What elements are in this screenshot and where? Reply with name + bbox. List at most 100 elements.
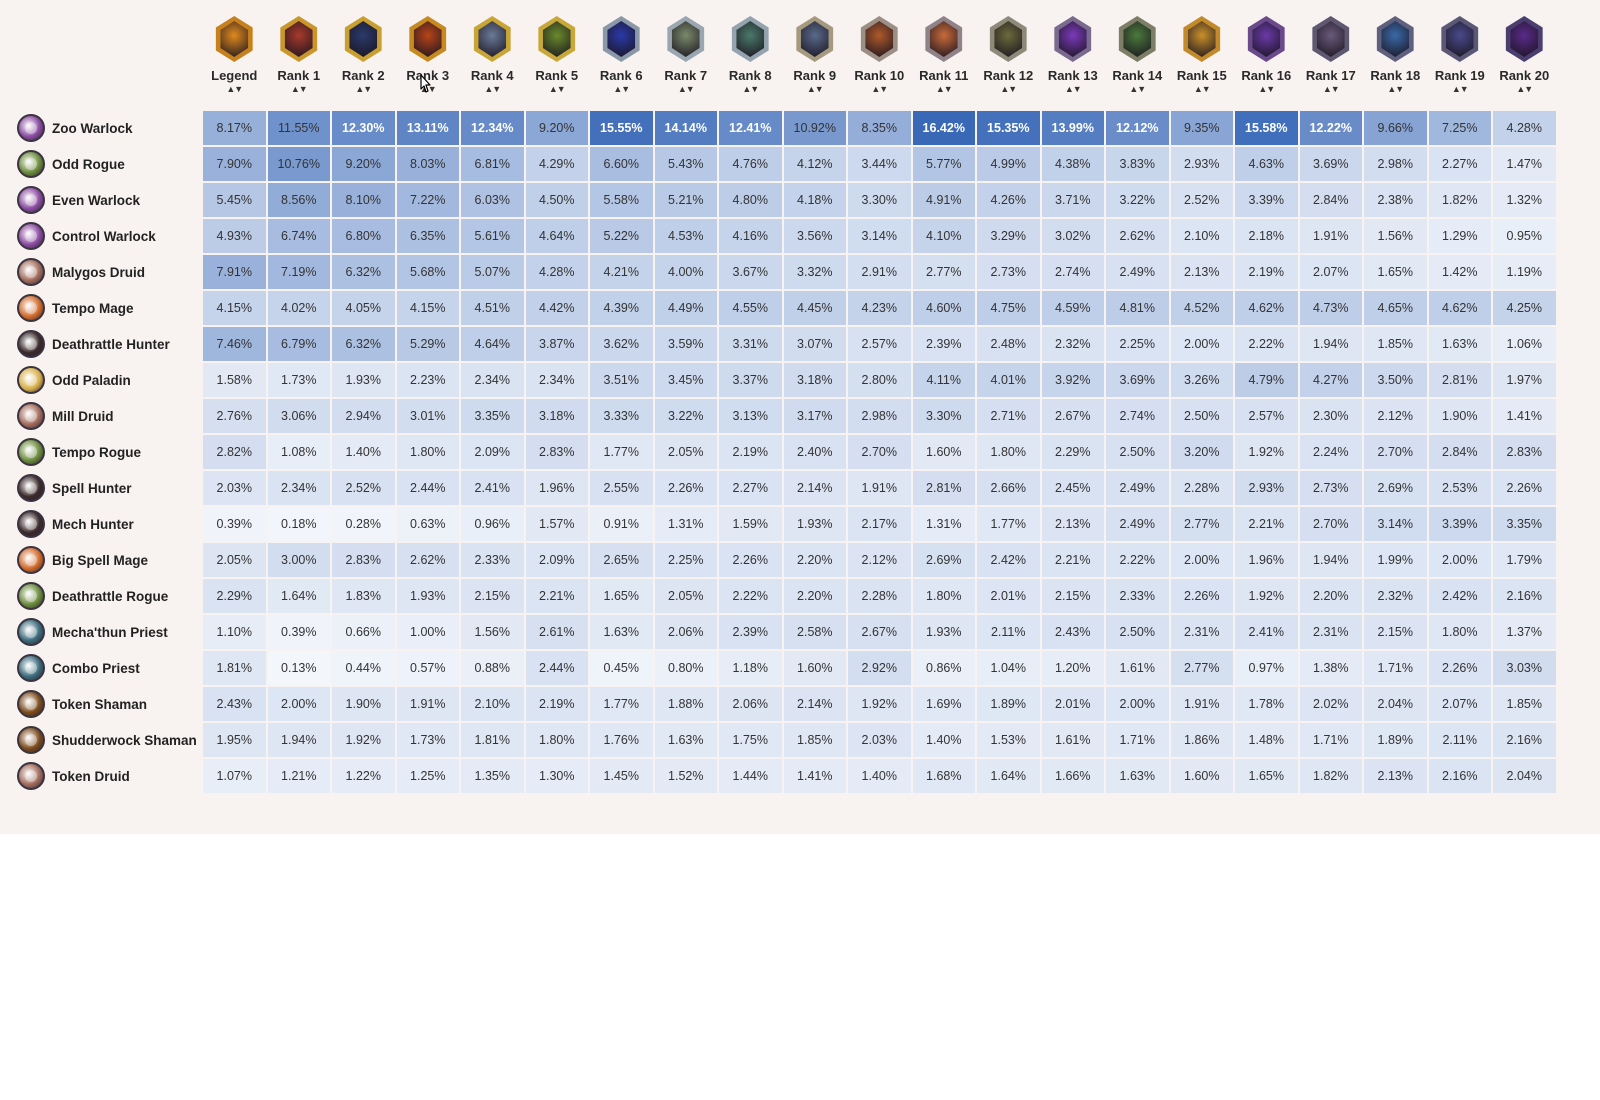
table-cell: 2.25% bbox=[654, 543, 717, 577]
sort-arrows-icon[interactable]: ▲▼ bbox=[1387, 84, 1404, 94]
column-header-rank-6[interactable]: Rank 6 ▲▼ bbox=[589, 0, 654, 110]
column-header-rank-19[interactable]: Rank 19 ▲▼ bbox=[1428, 0, 1493, 110]
row-header-mecha-thun-priest[interactable]: Mecha'thun Priest bbox=[0, 614, 202, 650]
sort-arrows-icon[interactable]: ▲▼ bbox=[1322, 84, 1340, 94]
column-header-rank-13[interactable]: Rank 13 ▲▼ bbox=[1041, 0, 1106, 110]
row-header-spell-hunter[interactable]: Spell Hunter bbox=[0, 470, 202, 506]
table-cell: 1.93% bbox=[912, 615, 975, 649]
table-cell: 2.50% bbox=[1170, 399, 1233, 433]
column-header-rank-9[interactable]: Rank 9 ▲▼ bbox=[783, 0, 848, 110]
table-cell: 2.22% bbox=[1106, 543, 1169, 577]
table-cell: 2.77% bbox=[1170, 507, 1233, 541]
row-header-odd-rogue[interactable]: Odd Rogue bbox=[0, 146, 202, 182]
table-cell: 1.90% bbox=[332, 687, 395, 721]
table-cell: 1.71% bbox=[1106, 723, 1169, 757]
rank-badge-icon bbox=[925, 16, 963, 62]
sort-arrows-icon[interactable]: ▲▼ bbox=[419, 84, 437, 94]
rank-badge-portrait bbox=[478, 21, 507, 57]
table-cell: 0.63% bbox=[396, 507, 459, 541]
table-cell: 1.99% bbox=[1364, 543, 1427, 577]
row-header-malygos-druid[interactable]: Malygos Druid bbox=[0, 254, 202, 290]
column-header-rank-17[interactable]: Rank 17 ▲▼ bbox=[1299, 0, 1364, 110]
table-cell: 1.25% bbox=[396, 759, 459, 793]
row-header-shudderwock-shaman[interactable]: Shudderwock Shaman bbox=[0, 722, 202, 758]
column-header-label: Rank 13 bbox=[1047, 68, 1098, 83]
column-header-rank-2[interactable]: Rank 2 ▲▼ bbox=[331, 0, 396, 110]
row-header-combo-priest[interactable]: Combo Priest bbox=[0, 650, 202, 686]
column-header-legend[interactable]: Legend ▲▼ bbox=[202, 0, 267, 110]
sort-arrows-icon[interactable]: ▲▼ bbox=[484, 84, 501, 94]
column-header-rank-3[interactable]: Rank 3 ▲▼ bbox=[396, 0, 461, 110]
table-cell: 1.89% bbox=[977, 687, 1040, 721]
sort-arrows-icon[interactable]: ▲▼ bbox=[1258, 84, 1275, 94]
column-header-rank-20[interactable]: Rank 20 ▲▼ bbox=[1492, 0, 1557, 110]
sort-arrows-icon[interactable]: ▲▼ bbox=[677, 84, 695, 94]
row-header-zoo-warlock[interactable]: Zoo Warlock bbox=[0, 110, 202, 146]
column-header-rank-1[interactable]: Rank 1 ▲▼ bbox=[267, 0, 332, 110]
row-header-control-warlock[interactable]: Control Warlock bbox=[0, 218, 202, 254]
rank-badge-icon bbox=[280, 16, 318, 62]
row-header-odd-paladin[interactable]: Odd Paladin bbox=[0, 362, 202, 398]
table-cell: 2.50% bbox=[1106, 435, 1169, 469]
table-cell: 2.55% bbox=[590, 471, 653, 505]
row-header-big-spell-mage[interactable]: Big Spell Mage bbox=[0, 542, 202, 578]
table-cell: 2.34% bbox=[461, 363, 524, 397]
column-header-rank-7[interactable]: Rank 7 ▲▼ bbox=[654, 0, 719, 110]
column-header-rank-18[interactable]: Rank 18 ▲▼ bbox=[1363, 0, 1428, 110]
table-cell: 3.14% bbox=[1364, 507, 1427, 541]
warlock-icon bbox=[17, 222, 45, 250]
column-header-rank-16[interactable]: Rank 16 ▲▼ bbox=[1234, 0, 1299, 110]
row-header-mill-druid[interactable]: Mill Druid bbox=[0, 398, 202, 434]
sort-arrows-icon[interactable]: ▲▼ bbox=[871, 84, 888, 94]
table-cell: 2.57% bbox=[1235, 399, 1298, 433]
sort-arrows-icon[interactable]: ▲▼ bbox=[548, 84, 566, 94]
table-cell: 1.91% bbox=[848, 471, 911, 505]
column-header-rank-11[interactable]: Rank 11 ▲▼ bbox=[912, 0, 977, 110]
row-header-token-shaman[interactable]: Token Shaman bbox=[0, 686, 202, 722]
column-header-rank-12[interactable]: Rank 12 ▲▼ bbox=[976, 0, 1041, 110]
row-header-even-warlock[interactable]: Even Warlock bbox=[0, 182, 202, 218]
table-cell: 2.66% bbox=[977, 471, 1040, 505]
sort-arrows-icon[interactable]: ▲▼ bbox=[613, 84, 630, 94]
row-header-deathrattle-rogue[interactable]: Deathrattle Rogue bbox=[0, 578, 202, 614]
table-cell: 5.43% bbox=[654, 147, 717, 181]
column-header-rank-4[interactable]: Rank 4 ▲▼ bbox=[460, 0, 525, 110]
sort-arrows-icon[interactable]: ▲▼ bbox=[806, 84, 824, 94]
sort-arrows-icon[interactable]: ▲▼ bbox=[355, 84, 372, 94]
sort-arrows-icon[interactable]: ▲▼ bbox=[1000, 84, 1017, 94]
column-header-rank-5[interactable]: Rank 5 ▲▼ bbox=[525, 0, 590, 110]
sort-arrows-icon[interactable]: ▲▼ bbox=[1451, 84, 1469, 94]
warlock-icon bbox=[17, 114, 45, 142]
column-header-rank-14[interactable]: Rank 14 ▲▼ bbox=[1105, 0, 1170, 110]
sort-arrows-icon[interactable]: ▲▼ bbox=[742, 84, 759, 94]
row-header-tempo-rogue[interactable]: Tempo Rogue bbox=[0, 434, 202, 470]
table-cell: 0.44% bbox=[332, 651, 395, 685]
sort-arrows-icon[interactable]: ▲▼ bbox=[226, 84, 243, 94]
sort-arrows-icon[interactable]: ▲▼ bbox=[1516, 84, 1533, 94]
column-header-rank-15[interactable]: Rank 15 ▲▼ bbox=[1170, 0, 1235, 110]
sort-arrows-icon[interactable]: ▲▼ bbox=[1193, 84, 1211, 94]
column-header-rank-8[interactable]: Rank 8 ▲▼ bbox=[718, 0, 783, 110]
row-header-tempo-mage[interactable]: Tempo Mage bbox=[0, 290, 202, 326]
column-header-rank-10[interactable]: Rank 10 ▲▼ bbox=[847, 0, 912, 110]
table-cell: 1.90% bbox=[1428, 399, 1491, 433]
table-cell: 9.20% bbox=[525, 111, 588, 145]
table-cell: 7.91% bbox=[203, 255, 266, 289]
rank-badge-portrait bbox=[1123, 21, 1152, 57]
mage-icon bbox=[17, 294, 45, 322]
table-cell: 1.80% bbox=[1428, 615, 1491, 649]
table-cell: 3.20% bbox=[1170, 435, 1233, 469]
sort-arrows-icon[interactable]: ▲▼ bbox=[1064, 84, 1082, 94]
row-header-deathrattle-hunter[interactable]: Deathrattle Hunter bbox=[0, 326, 202, 362]
table-cell: 1.85% bbox=[1493, 687, 1556, 721]
table-cell: 2.19% bbox=[719, 435, 782, 469]
row-header-mech-hunter[interactable]: Mech Hunter bbox=[0, 506, 202, 542]
sort-arrows-icon[interactable]: ▲▼ bbox=[1129, 84, 1146, 94]
row-header-token-druid[interactable]: Token Druid bbox=[0, 758, 202, 794]
sort-arrows-icon[interactable]: ▲▼ bbox=[935, 84, 953, 94]
sort-arrows-icon[interactable]: ▲▼ bbox=[290, 84, 308, 94]
table-cell: 1.93% bbox=[783, 507, 846, 541]
table-cell: 2.16% bbox=[1493, 723, 1556, 757]
archetype-name: Control Warlock bbox=[52, 228, 156, 244]
table-cell: 0.39% bbox=[203, 507, 266, 541]
